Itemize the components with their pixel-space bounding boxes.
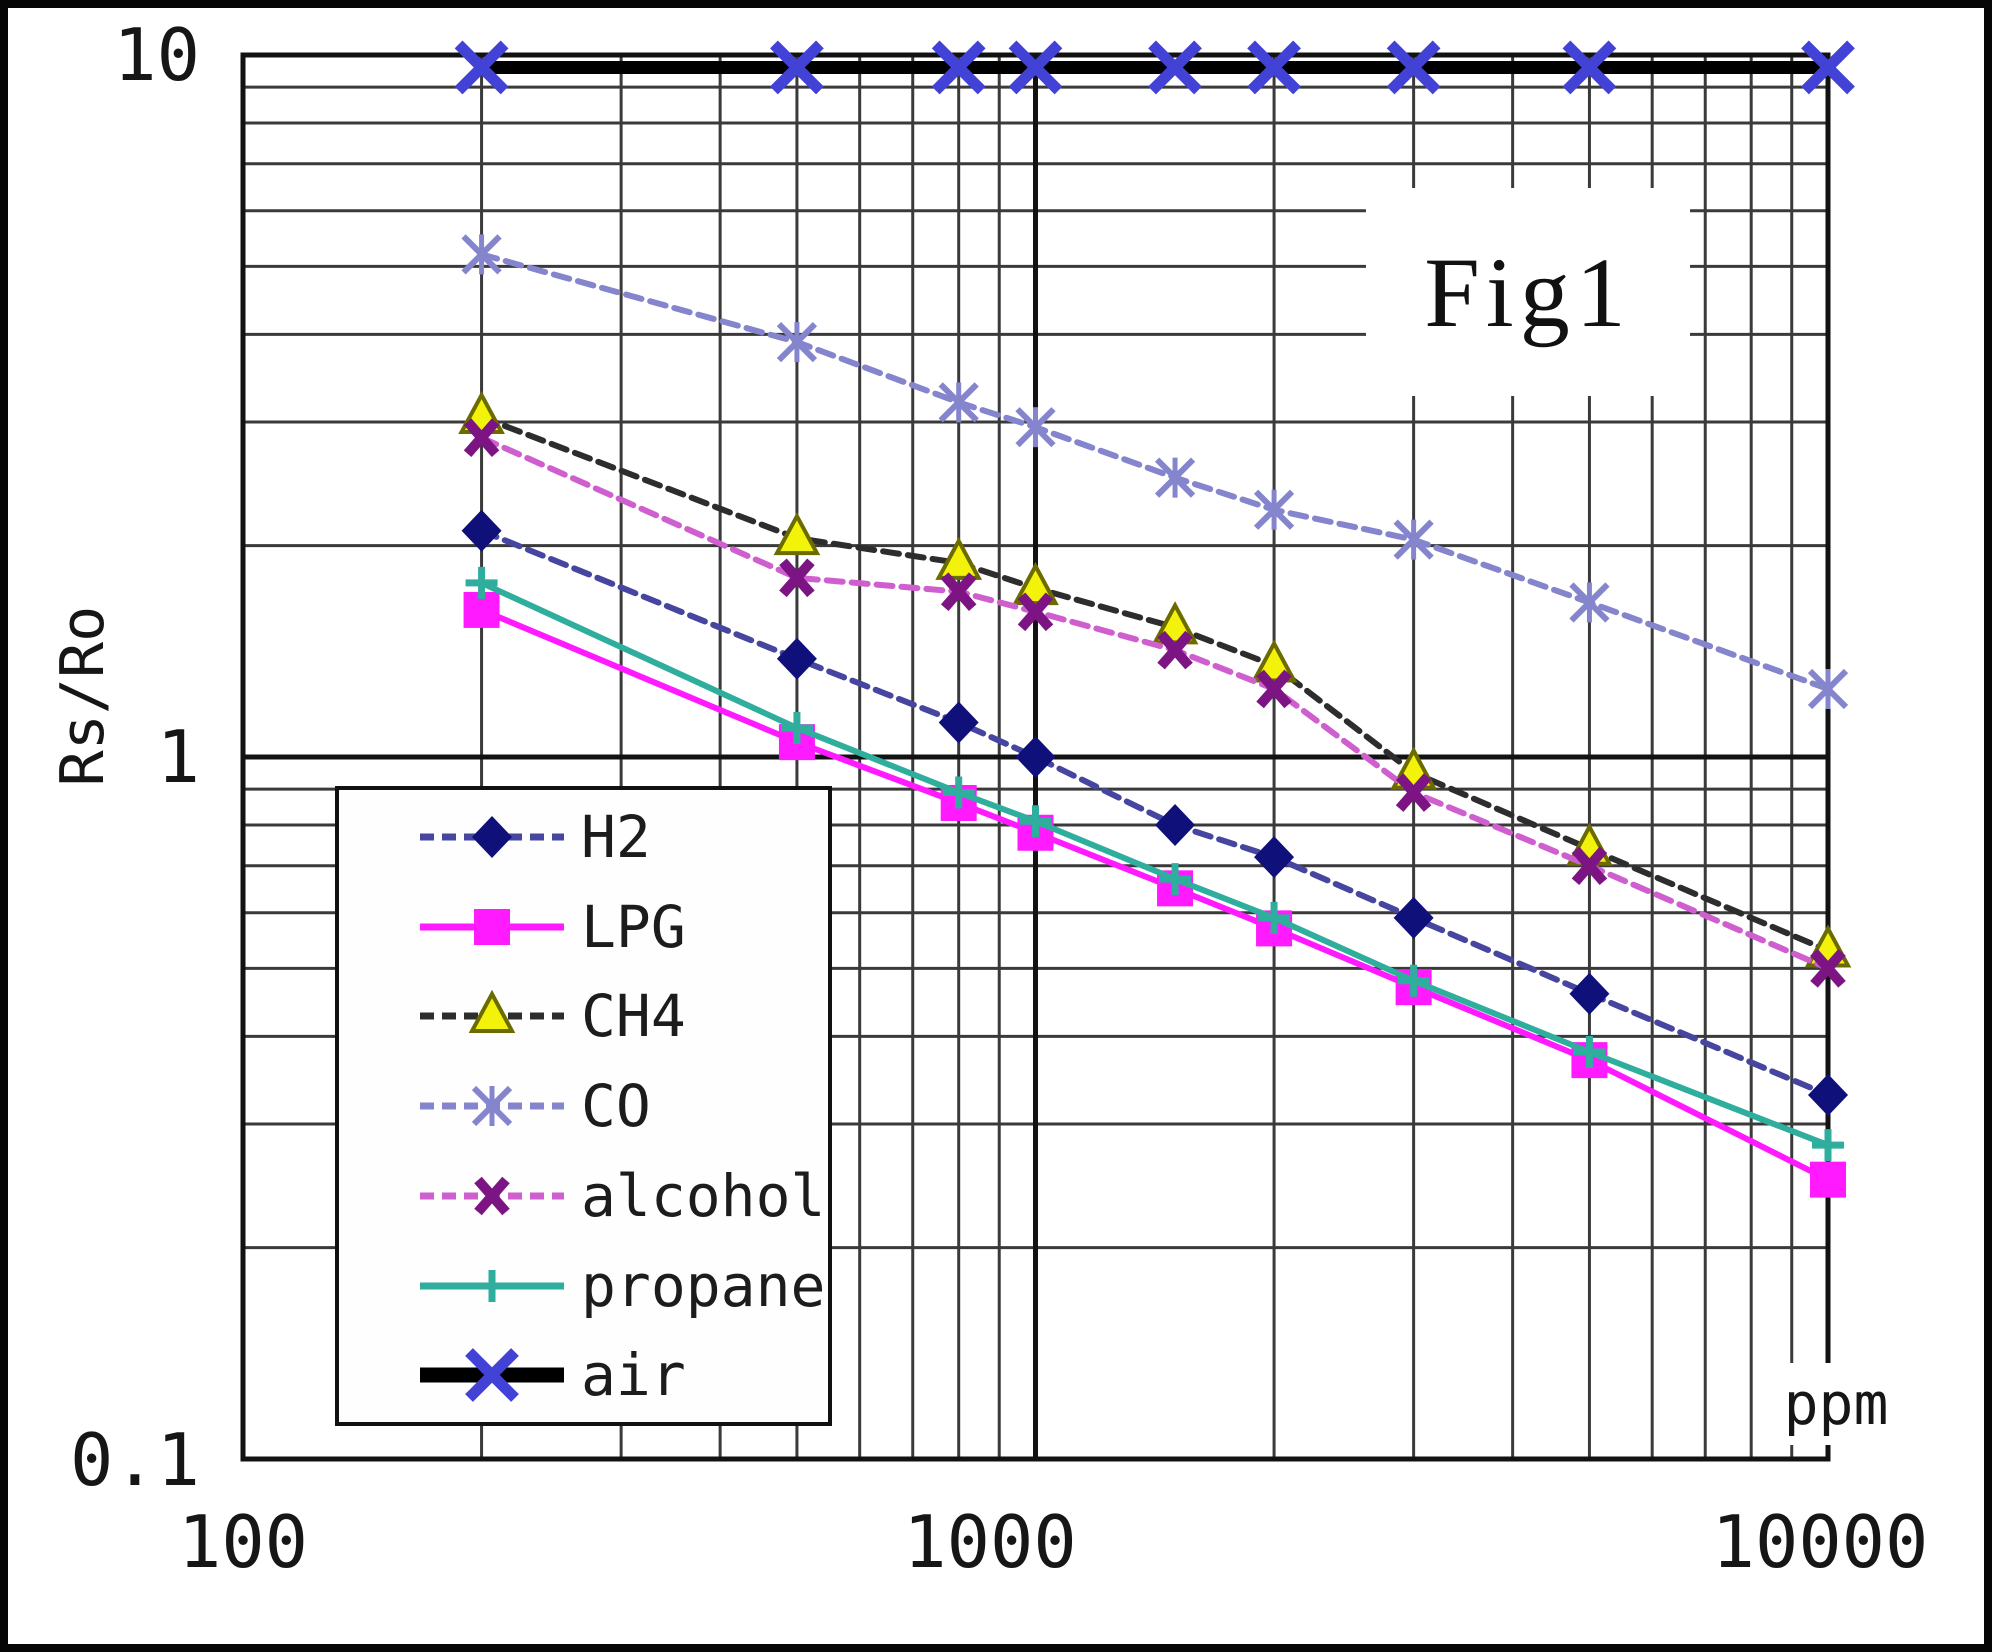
legend-label-alcohol: alcohol (581, 1161, 826, 1230)
series-air (454, 40, 1855, 95)
legend-item-air: air (339, 1332, 828, 1418)
series-alcohol (463, 418, 1846, 988)
legend-marker-propane (420, 1269, 564, 1302)
legend-label-ch4: CH4 (581, 982, 686, 1051)
legend-item-h2: H2 (339, 794, 828, 880)
legend-item-propane: propane (339, 1243, 828, 1329)
x-tick-1000: 1000 (903, 1500, 1077, 1584)
series-H2 (461, 509, 1848, 1117)
legend-label-h2: H2 (581, 802, 651, 871)
series-CO (461, 234, 1849, 710)
legend-marker-co (420, 1085, 564, 1127)
legend-item-lpg: LPG (339, 884, 828, 970)
x-axis-unit-box: ppm (1753, 1363, 1919, 1445)
legend-item-ch4: CH4 (339, 973, 828, 1059)
legend: H2 LPG CH4 CO alcohol propane air (335, 786, 832, 1426)
x-tick-10000: 10000 (1711, 1500, 1929, 1584)
legend-marker-air (420, 1348, 564, 1403)
legend-marker-ch4 (420, 990, 564, 1034)
series-propane (465, 566, 1844, 1162)
x-axis-unit: ppm (1783, 1370, 1889, 1438)
figure-label-box: Fig1 (1366, 188, 1690, 396)
figure-label: Fig1 (1424, 236, 1632, 348)
legend-label-co: CO (581, 1072, 651, 1140)
y-tick-10: 10 (113, 13, 200, 97)
legend-label-air: air (581, 1341, 686, 1410)
x-tick-100: 100 (177, 1500, 309, 1584)
y-tick-0-1: 0.1 (69, 1418, 200, 1502)
y-tick-1: 1 (156, 715, 200, 799)
y-axis-title: Rs/Ro (48, 605, 118, 787)
legend-label-propane: propane (581, 1251, 826, 1320)
legend-marker-alcohol (420, 1176, 564, 1216)
legend-item-co: CO (339, 1063, 828, 1149)
legend-item-alcohol: alcohol (339, 1153, 828, 1239)
legend-label-lpg: LPG (581, 892, 686, 961)
legend-marker-lpg (420, 908, 564, 945)
legend-marker-h2 (420, 815, 564, 858)
